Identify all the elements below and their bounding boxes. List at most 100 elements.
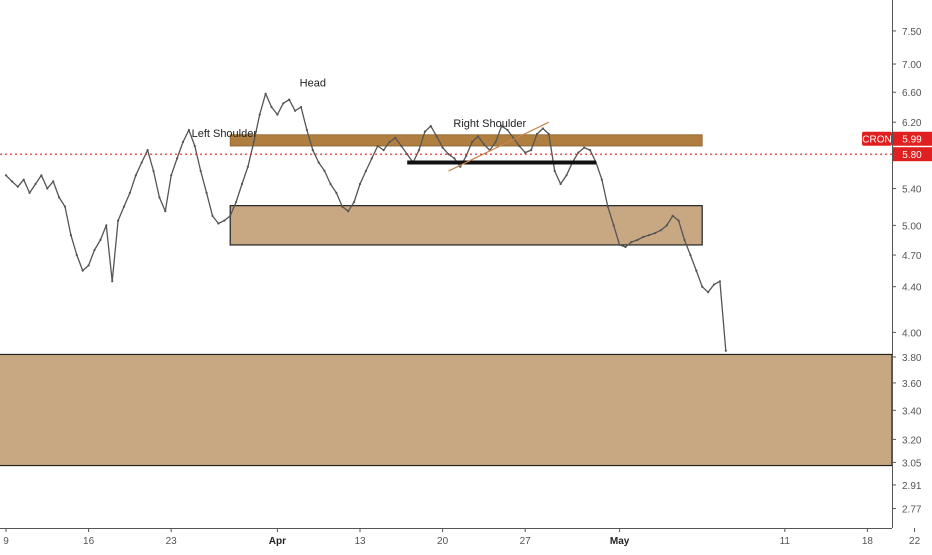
price-point [394, 136, 397, 139]
price-point [28, 191, 31, 194]
price-point [105, 224, 108, 227]
price-point [648, 234, 651, 237]
price-point [695, 269, 698, 272]
price-point [353, 200, 356, 204]
price-point [659, 229, 663, 232]
price-point [282, 102, 285, 105]
price-point [465, 154, 468, 157]
price-point [689, 253, 692, 257]
pattern-label: Right Shoulder [453, 118, 526, 130]
price-point [600, 178, 604, 181]
price-point [541, 127, 545, 130]
price-point [589, 149, 592, 152]
price-point [299, 105, 303, 109]
price-point [388, 140, 391, 144]
price-tick-label: 3.40 [902, 406, 922, 417]
price-point [683, 238, 686, 242]
reference-price-badge [893, 147, 932, 162]
price-point [246, 165, 249, 168]
price-point [252, 140, 255, 144]
price-point [288, 98, 291, 101]
price-point [417, 149, 421, 152]
price-axis-panel [892, 0, 932, 550]
price-point [193, 144, 196, 148]
price-point [58, 196, 61, 199]
price-point [75, 253, 78, 257]
price-point [618, 243, 621, 246]
price-point [111, 280, 114, 283]
price-point [606, 205, 609, 208]
price-point [518, 144, 521, 148]
price-point [117, 219, 120, 222]
price-point [524, 151, 527, 154]
price-point [341, 205, 344, 208]
price-point [311, 149, 314, 152]
price-point [435, 135, 438, 138]
price-point [724, 349, 727, 352]
price-point [530, 149, 533, 152]
price-point [122, 205, 126, 208]
price-point [347, 210, 350, 213]
price-tick-label: 4.70 [902, 251, 922, 262]
price-point [677, 219, 680, 222]
price-point [10, 180, 13, 183]
price-point [164, 210, 167, 213]
support-zone-1 [229, 205, 703, 246]
price-point [624, 245, 627, 249]
price-point [671, 214, 674, 217]
price-point [93, 248, 96, 252]
price-tick-label: 3.05 [902, 458, 922, 469]
price-point [500, 125, 503, 128]
price-point [152, 169, 155, 173]
price-point [718, 280, 722, 283]
price-point [612, 224, 615, 227]
time-tick-label: 23 [166, 536, 178, 547]
resistance-band [229, 134, 703, 147]
price-point [52, 180, 55, 183]
time-tick-label: 20 [437, 536, 449, 547]
price-tick-label: 6.60 [902, 88, 922, 99]
price-point [46, 187, 49, 190]
price-point [258, 113, 261, 116]
price-point [158, 196, 161, 199]
price-tick-label: 6.20 [902, 118, 922, 129]
price-point [323, 169, 326, 173]
price-point [4, 174, 8, 177]
time-tick-label: 16 [83, 536, 95, 547]
time-tick-label: 11 [780, 536, 791, 547]
time-tick-label: May [610, 536, 630, 547]
price-point [712, 283, 716, 286]
price-point [240, 182, 244, 186]
price-tick-label: 7.50 [902, 27, 922, 38]
price-point [559, 182, 562, 186]
price-point [294, 109, 297, 112]
price-point [134, 174, 137, 177]
price-tick-label: 4.40 [902, 283, 922, 294]
price-point [229, 214, 232, 217]
price-point [636, 238, 639, 242]
price-point [211, 214, 214, 217]
price-point [34, 182, 37, 186]
price-point [630, 240, 633, 244]
time-tick-label: 18 [862, 536, 874, 547]
price-point [358, 182, 362, 186]
price-tick-label: 3.60 [902, 379, 922, 390]
price-point [476, 135, 480, 138]
price-point [81, 269, 84, 272]
price-point [471, 140, 474, 144]
price-point [441, 146, 444, 149]
time-axis-panel [0, 528, 932, 550]
price-point [565, 174, 568, 177]
price-point [547, 132, 550, 136]
price-point [317, 161, 320, 164]
time-tick-label: Apr [269, 536, 286, 547]
price-point [99, 238, 102, 242]
price-point [170, 174, 173, 177]
price-tick-label: 5.00 [902, 221, 922, 232]
support-zone-2 [0, 353, 893, 467]
wedge-line [448, 121, 550, 172]
price-point [453, 157, 456, 160]
price-point [128, 191, 131, 194]
